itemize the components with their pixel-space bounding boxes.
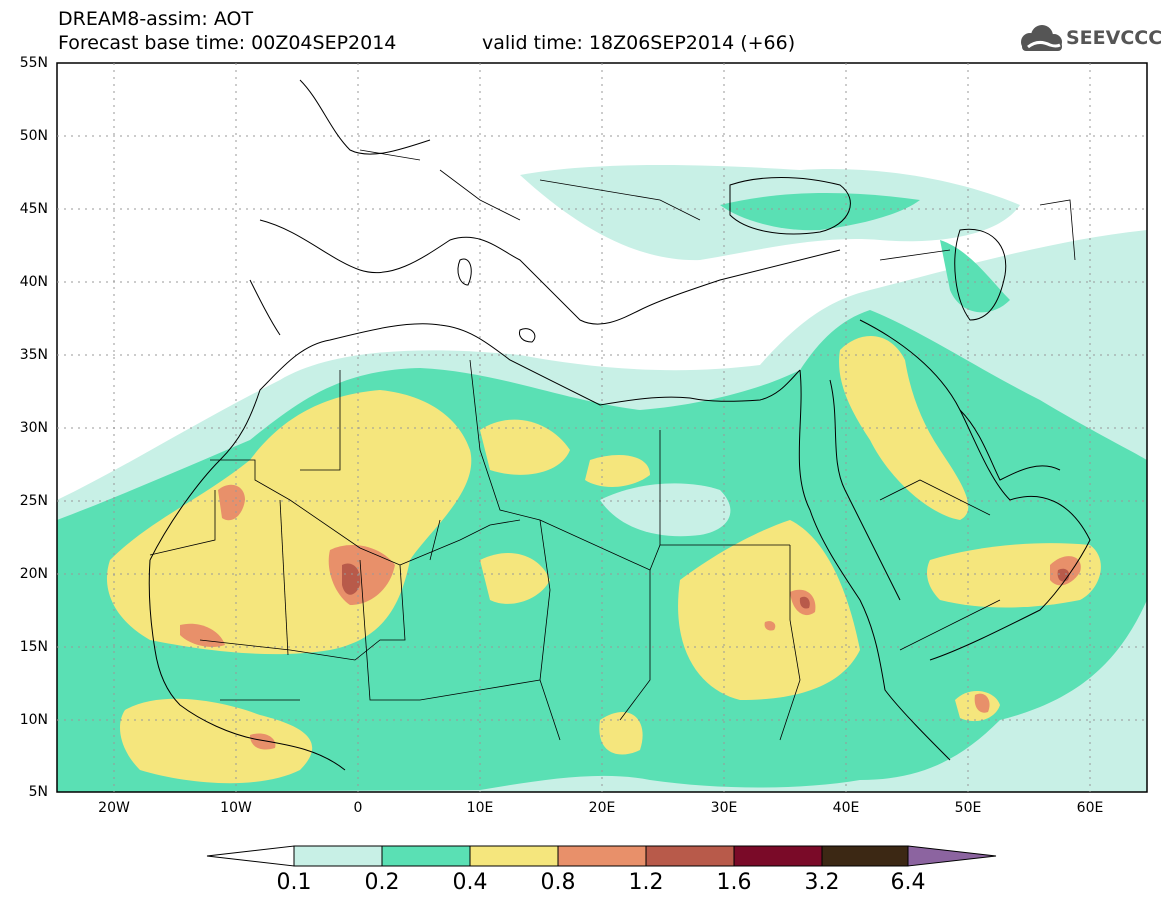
coastlines — [148, 79, 1091, 771]
logo-text: SEEVCCC — [1066, 27, 1163, 49]
colorbar-bin-1.6 — [733, 845, 823, 867]
colorbar-label-0.4: 0.4 — [452, 870, 488, 895]
lon-label-20e: 20E — [588, 800, 616, 816]
lat-label-30n: 30N — [19, 420, 48, 436]
colorbar — [206, 845, 997, 867]
colorbar-over-arrow — [907, 845, 997, 867]
colorbar-label-6.4: 6.4 — [890, 870, 926, 895]
lat-label-35n: 35N — [19, 347, 48, 363]
colorbar-label-1.2: 1.2 — [628, 870, 664, 895]
colorbar-bin-0.4 — [469, 845, 559, 867]
borders — [149, 149, 1076, 741]
colorbar-label-0.2: 0.2 — [364, 870, 400, 895]
lon-label-60e: 60E — [1076, 800, 1104, 816]
lon-label-20w: 20W — [98, 800, 130, 816]
valid-time: valid time: 18Z06SEP2014 (+66) — [482, 32, 796, 54]
lat-label-20n: 20N — [19, 566, 48, 582]
lat-label-10n: 10N — [19, 712, 48, 728]
lat-label-55n: 55N — [19, 55, 48, 71]
lat-label-15n: 15N — [19, 639, 48, 655]
lat-label-50n: 50N — [19, 128, 48, 144]
forecast-base-time: Forecast base time: 00Z04SEP2014 — [58, 32, 397, 54]
aot-contour-0.8 — [218, 484, 245, 521]
lon-label-10w: 10W — [220, 800, 252, 816]
colorbar-label-3.2: 3.2 — [804, 870, 840, 895]
colorbar-bin-1.2 — [645, 845, 735, 867]
lat-label-45n: 45N — [19, 201, 48, 217]
map-title: DREAM8-assim: AOT — [58, 8, 254, 30]
lon-label-0: 0 — [353, 800, 363, 816]
lon-label-50e: 50E — [954, 800, 982, 816]
seevccc-logo — [1021, 25, 1062, 51]
colorbar-bin-3.2 — [821, 845, 909, 867]
colorbar-bin-0.8 — [557, 845, 647, 867]
colorbar-bin-0.1 — [293, 845, 383, 867]
lat-label-5n: 5N — [28, 784, 48, 800]
colorbar-under-arrow — [206, 845, 295, 867]
lon-label-40e: 40E — [832, 800, 860, 816]
colorbar-label-1.6: 1.6 — [716, 870, 752, 895]
colorbar-label-0.1: 0.1 — [276, 870, 312, 895]
lon-label-30e: 30E — [710, 800, 738, 816]
lat-label-40n: 40N — [19, 274, 48, 290]
aot-contour-1.2 — [342, 563, 361, 595]
colorbar-bin-0.2 — [381, 845, 471, 867]
lon-label-10e: 10E — [466, 800, 494, 816]
lat-label-25n: 25N — [19, 493, 48, 509]
colorbar-label-0.8: 0.8 — [540, 870, 576, 895]
